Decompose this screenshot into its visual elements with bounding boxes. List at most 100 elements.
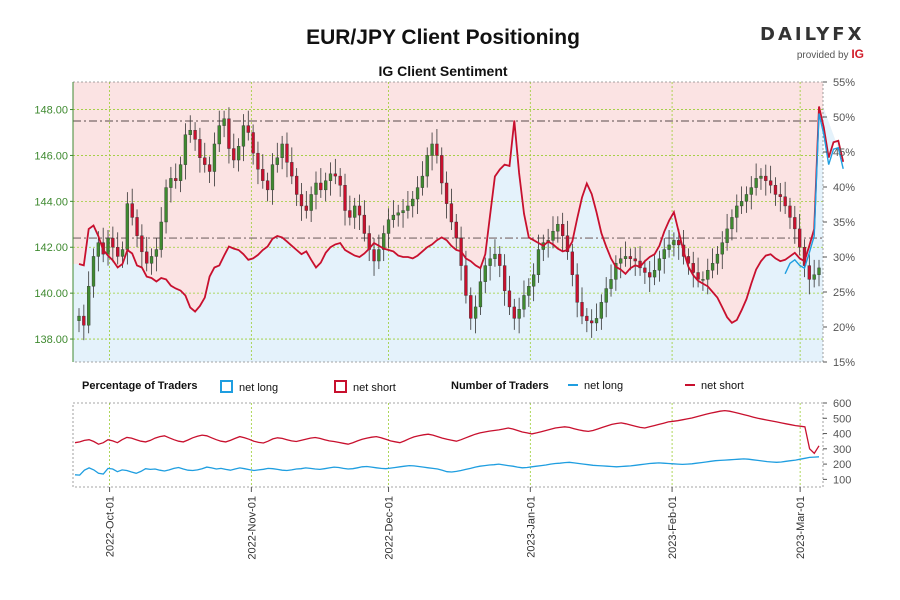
candle (754, 163, 758, 196)
logo-wordmark: DAILYFX (760, 24, 865, 45)
price-axis: 138.00 140.00 142.00 144.00 146.00 148.00 (34, 82, 74, 362)
candle (91, 248, 96, 298)
candle-body (551, 230, 555, 241)
candle (440, 147, 444, 195)
legend-num-long: net long (568, 380, 623, 392)
candle (585, 308, 589, 333)
candle-body (154, 249, 159, 257)
candle (246, 110, 250, 141)
candle (280, 135, 284, 170)
candle-body (657, 258, 662, 271)
legend-pct-title: Percentage of Traders (82, 380, 198, 392)
candle (372, 238, 376, 276)
candle (614, 255, 618, 291)
candle-body (817, 267, 821, 275)
candle (193, 122, 197, 151)
candle (140, 224, 144, 267)
date-tick-label: 2022-Oct-01 (105, 496, 117, 557)
candle (643, 259, 647, 284)
candle-body (561, 224, 565, 236)
candle-body (265, 180, 270, 191)
candle-body (241, 125, 246, 147)
legend-pct-short-label: net short (353, 382, 396, 394)
candle-body (261, 169, 265, 181)
candle (773, 177, 778, 206)
candle-body (696, 272, 700, 280)
candle (304, 191, 308, 219)
candle (556, 216, 560, 243)
candle-body (744, 194, 749, 202)
candle (319, 168, 323, 198)
candle-body (343, 185, 347, 211)
candle (522, 280, 526, 318)
candle (531, 263, 536, 302)
candle-body (493, 253, 497, 259)
candle (720, 231, 724, 270)
candle-body (87, 286, 91, 326)
candle-body (788, 205, 792, 218)
candle-body (677, 240, 681, 246)
candle-body (353, 205, 357, 218)
candle-body (338, 175, 342, 186)
percent-axis: 15% 20% 25% 30% 35% 40% 45% 50% 55% (823, 77, 855, 369)
percent-tick-label: 45% (833, 147, 855, 159)
candle-body (730, 217, 734, 230)
candle-body (193, 129, 197, 140)
candle (744, 186, 749, 213)
candle-body (319, 182, 323, 191)
date-axis: 2022-Oct-01 2022-Nov-01 2022-Dec-01 2023-Ja… (105, 487, 807, 560)
candle (227, 107, 231, 164)
candle-body (667, 244, 671, 250)
candle (285, 132, 289, 178)
count-frame (72, 402, 824, 488)
candle (222, 110, 226, 138)
candle-body (807, 265, 811, 280)
candle-body (164, 187, 168, 223)
candle (594, 303, 599, 332)
candle (648, 261, 652, 292)
candle (377, 234, 381, 270)
candle (353, 197, 357, 229)
candle-body (739, 201, 744, 207)
candle-body (812, 274, 816, 280)
date-tick-label: 2023-Feb-01 (667, 496, 679, 559)
candle-body (217, 125, 221, 145)
candle-body (565, 235, 570, 253)
candle-body (440, 155, 444, 184)
candle-body (130, 203, 134, 218)
candle (488, 247, 492, 281)
candle (662, 238, 666, 274)
candle (294, 168, 299, 206)
candle-body (411, 198, 415, 207)
dailyfx-logo: DAILYFX provided by IG (760, 24, 870, 61)
candle-body (169, 178, 173, 188)
candle-body (652, 269, 657, 278)
candle (338, 168, 342, 197)
candle-body (294, 175, 299, 195)
candle (203, 142, 207, 173)
candle (275, 142, 279, 173)
candle (473, 295, 478, 334)
candle-body (754, 178, 758, 188)
candle-body (478, 281, 483, 308)
price-grid (73, 82, 823, 487)
candle (739, 186, 744, 214)
candle-body (488, 258, 492, 266)
candle (469, 287, 473, 330)
candle (483, 257, 487, 294)
candle-body (483, 265, 487, 282)
candle (111, 226, 115, 263)
candle (362, 200, 367, 242)
candle-body (333, 173, 337, 177)
candle (77, 308, 81, 333)
count-tick-label: 100 (833, 474, 851, 486)
candle-body (512, 306, 516, 319)
candle (580, 287, 584, 325)
candle-body (251, 132, 255, 154)
candle-body (135, 217, 139, 236)
candle (691, 251, 695, 288)
candle-body (324, 180, 328, 191)
candle (435, 129, 439, 164)
candle (667, 230, 671, 258)
candle (517, 297, 521, 334)
